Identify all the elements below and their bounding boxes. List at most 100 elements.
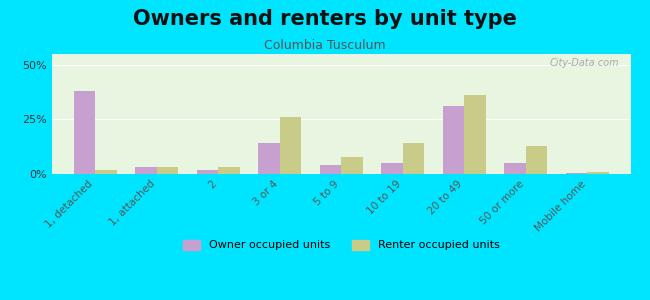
Bar — [52, 54, 630, 55]
Bar — [52, 53, 630, 54]
Bar — [52, 53, 630, 55]
Bar — [52, 53, 630, 55]
Bar — [52, 54, 630, 55]
Bar — [218, 167, 240, 174]
Bar — [52, 53, 630, 54]
Legend: Owner occupied units, Renter occupied units: Owner occupied units, Renter occupied un… — [179, 235, 504, 255]
Bar — [52, 53, 630, 54]
Bar — [52, 53, 630, 55]
Bar — [52, 53, 630, 54]
Bar — [52, 54, 630, 55]
Bar — [52, 53, 630, 54]
Bar — [52, 53, 630, 55]
Bar — [566, 173, 588, 174]
Bar — [73, 91, 95, 174]
Bar — [52, 53, 630, 54]
Bar — [52, 54, 630, 55]
Bar — [52, 54, 630, 55]
Bar — [52, 53, 630, 55]
Bar — [52, 53, 630, 54]
Bar — [280, 117, 301, 174]
Bar — [341, 157, 363, 174]
Bar — [196, 169, 218, 174]
Bar — [52, 53, 630, 55]
Bar — [52, 54, 630, 55]
Bar — [320, 165, 341, 174]
Bar — [52, 53, 630, 54]
Bar — [258, 143, 280, 174]
Bar — [52, 53, 630, 54]
Bar — [52, 54, 630, 55]
Bar — [52, 53, 630, 55]
Bar — [52, 53, 630, 54]
Bar — [52, 53, 630, 54]
Bar — [588, 172, 609, 174]
Bar — [52, 53, 630, 55]
Bar — [52, 53, 630, 55]
Bar — [52, 53, 630, 54]
Bar — [52, 54, 630, 55]
Bar — [95, 169, 116, 174]
Bar — [52, 53, 630, 55]
Bar — [52, 53, 630, 54]
Bar — [52, 53, 630, 54]
Bar — [52, 53, 630, 54]
Bar — [52, 53, 630, 54]
Bar — [504, 163, 526, 174]
Bar — [52, 54, 630, 55]
Bar — [52, 54, 630, 55]
Bar — [52, 54, 630, 55]
Bar — [52, 53, 630, 54]
Bar — [52, 53, 630, 55]
Bar — [52, 53, 630, 54]
Bar — [52, 53, 630, 55]
Text: Columbia Tusculum: Columbia Tusculum — [264, 39, 386, 52]
Text: City-Data.com: City-Data.com — [549, 58, 619, 68]
Bar — [52, 53, 630, 55]
Bar — [52, 53, 630, 55]
Bar — [52, 53, 630, 54]
Bar — [52, 53, 630, 54]
Bar — [52, 54, 630, 55]
Bar — [52, 53, 630, 54]
Bar — [52, 53, 630, 55]
Bar — [443, 106, 464, 174]
Bar — [52, 54, 630, 55]
Bar — [52, 54, 630, 55]
Bar — [52, 54, 630, 55]
Bar — [52, 53, 630, 54]
Bar — [52, 53, 630, 54]
Bar — [464, 95, 486, 174]
Bar — [52, 53, 630, 55]
Bar — [382, 163, 403, 174]
Bar — [52, 53, 630, 55]
Bar — [52, 54, 630, 55]
Bar — [52, 54, 630, 55]
Bar — [52, 54, 630, 55]
Bar — [52, 53, 630, 54]
Bar — [52, 53, 630, 54]
Bar — [52, 53, 630, 54]
Bar — [52, 54, 630, 55]
Bar — [52, 53, 630, 54]
Bar — [52, 54, 630, 55]
Bar — [157, 167, 178, 174]
Bar — [52, 53, 630, 54]
Bar — [52, 54, 630, 55]
Bar — [52, 53, 630, 55]
Bar — [52, 53, 630, 55]
Bar — [52, 54, 630, 55]
Bar — [52, 53, 630, 54]
Bar — [52, 53, 630, 55]
Bar — [52, 53, 630, 55]
Bar — [52, 53, 630, 54]
Bar — [52, 53, 630, 54]
Bar — [135, 167, 157, 174]
Bar — [52, 54, 630, 55]
Bar — [52, 53, 630, 54]
Bar — [403, 143, 424, 174]
Bar — [52, 54, 630, 55]
Bar — [52, 54, 630, 55]
Text: Owners and renters by unit type: Owners and renters by unit type — [133, 9, 517, 29]
Bar — [52, 54, 630, 55]
